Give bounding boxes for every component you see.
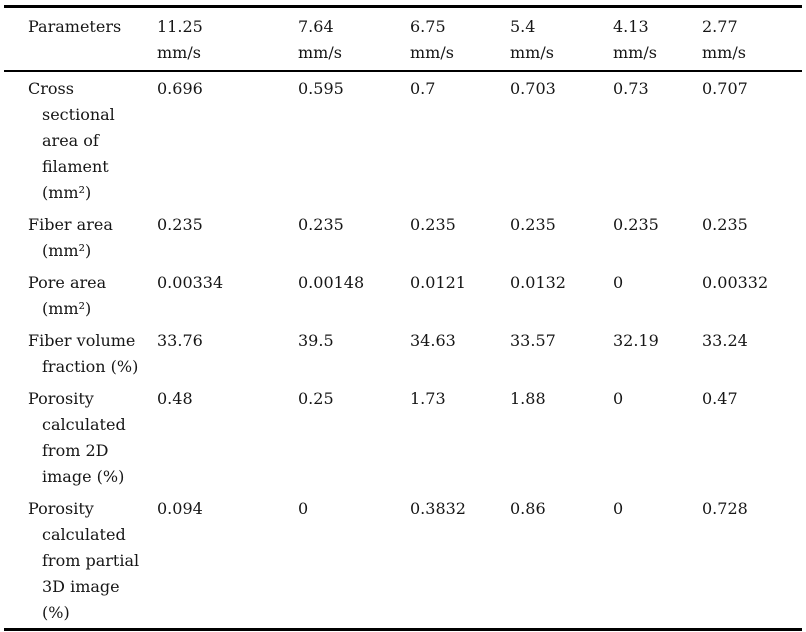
value-cell: 0.3832 [410,499,466,518]
value-cell: 0 [613,389,624,408]
value-cell: 0.235 [298,215,344,234]
column-header-speed-2: 7.64 mm/s [298,6,410,72]
column-header-speed-6: 2.77 mm/s [702,6,802,72]
table-row-fiber-volume-fraction: Fiber volume fraction (%) 33.76 39.5 34.… [4,324,802,382]
value-cell: 0.235 [410,215,456,234]
value-cell: 0.7 [410,79,436,98]
value-cell: 0.73 [613,79,649,98]
value-cell: 0.094 [157,499,203,518]
value-cell: 0 [613,499,624,518]
value-cell: 1.88 [510,389,546,408]
table-row-pore-area: Pore area (mm²) 0.00334 0.00148 0.0121 0… [4,266,802,324]
row-label: Fiber area (mm²) [28,215,113,260]
value-cell: 0.696 [157,79,203,98]
value-cell: 1.73 [410,389,446,408]
column-header-speed-4: 5.4 mm/s [510,6,613,72]
row-label: Porosity calculated from partial 3D imag… [28,499,140,622]
value-cell: 0.48 [157,389,193,408]
value-cell: 33.57 [510,331,556,350]
table-row-fiber-area: Fiber area (mm²) 0.235 0.235 0.235 0.235… [4,208,802,266]
column-header-speed-5: 4.13 mm/s [613,6,702,72]
value-cell: 33.24 [702,331,748,350]
table-row-porosity-2d: Porosity calculated from 2D image (%) 0.… [4,382,802,492]
value-cell: 0.595 [298,79,344,98]
row-label: Pore area (mm²) [28,273,107,318]
column-header-speed-3: 6.75 mm/s [410,6,510,72]
value-cell: 32.19 [613,331,659,350]
value-cell: 0 [613,273,624,292]
value-cell: 0.0132 [510,273,566,292]
value-cell: 0.707 [702,79,748,98]
value-cell: 0.235 [613,215,659,234]
value-cell: 0.235 [510,215,556,234]
value-cell: 0.00148 [298,273,365,292]
value-cell: 0 [298,499,309,518]
row-label: Cross sectional area of filament (mm²) [28,79,115,202]
value-cell: 0.00334 [157,273,224,292]
value-cell: 0.00332 [702,273,769,292]
parameters-table: Parameters 11.25 mm/s 7.64 mm/s 6.75 mm/… [4,5,802,631]
value-cell: 39.5 [298,331,334,350]
table-row-cross-sectional-area: Cross sectional area of filament (mm²) 0… [4,71,802,208]
value-cell: 34.63 [410,331,456,350]
value-cell: 0.235 [702,215,748,234]
row-label: Porosity calculated from 2D image (%) [28,389,126,486]
value-cell: 0.86 [510,499,546,518]
column-header-speed-1: 11.25 mm/s [157,6,298,72]
value-cell: 33.76 [157,331,203,350]
value-cell: 0.25 [298,389,334,408]
row-label: Fiber volume fraction (%) [28,331,139,376]
value-cell: 0.703 [510,79,556,98]
column-header-parameters: Parameters [4,6,157,72]
value-cell: 0.728 [702,499,748,518]
value-cell: 0.0121 [410,273,466,292]
table-row-porosity-partial-3d: Porosity calculated from partial 3D imag… [4,492,802,630]
header-row: Parameters 11.25 mm/s 7.64 mm/s 6.75 mm/… [4,6,802,72]
value-cell: 0.47 [702,389,738,408]
value-cell: 0.235 [157,215,203,234]
